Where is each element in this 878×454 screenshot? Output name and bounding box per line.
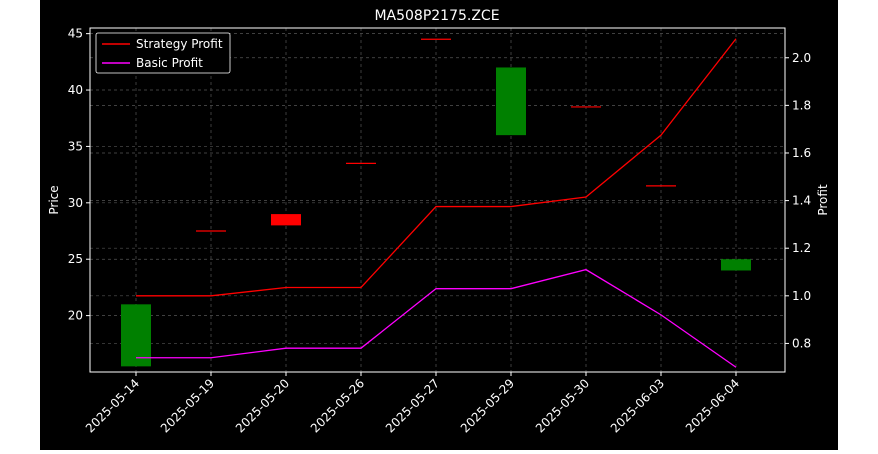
y-left-tick-label: 25 [68, 252, 83, 266]
chart-title: MA508P2175.ZCE [374, 8, 499, 24]
candle-body [271, 214, 301, 226]
basic-profit-line [136, 268, 737, 368]
y-axis-label-profit: Profit [816, 184, 830, 216]
y-right-tick-label: 1.0 [792, 289, 811, 303]
candle-body [496, 67, 526, 136]
y-axis-label-price: Price [47, 185, 61, 214]
y-right-tick-label: 1.8 [792, 98, 811, 112]
legend-strategy-label: Strategy Profit [136, 37, 223, 51]
legend-basic-label: Basic Profit [136, 56, 203, 70]
candles-layer [121, 38, 751, 367]
chart-background [40, 0, 838, 450]
y-left-tick-label: 20 [68, 309, 83, 323]
legend: Strategy Profit Basic Profit [95, 32, 231, 74]
y-right-tick-label: 0.8 [792, 336, 811, 350]
y-left-tick-label: 35 [68, 139, 83, 153]
strategy-profit-line [136, 38, 737, 297]
y-right-tick-label: 1.4 [792, 194, 811, 208]
profit-lines-layer [136, 38, 737, 368]
y-left-tick-label: 40 [68, 83, 83, 97]
plot-frame [89, 27, 786, 373]
candle-body [721, 259, 751, 271]
candle-body [121, 304, 151, 367]
y-left-tick-label: 30 [68, 196, 83, 210]
y-right-tick-label: 1.6 [792, 146, 811, 160]
y-right-tick-label: 1.2 [792, 241, 811, 255]
y-right-tick-label: 2.0 [792, 51, 811, 65]
y-left-tick-label: 45 [68, 27, 83, 41]
